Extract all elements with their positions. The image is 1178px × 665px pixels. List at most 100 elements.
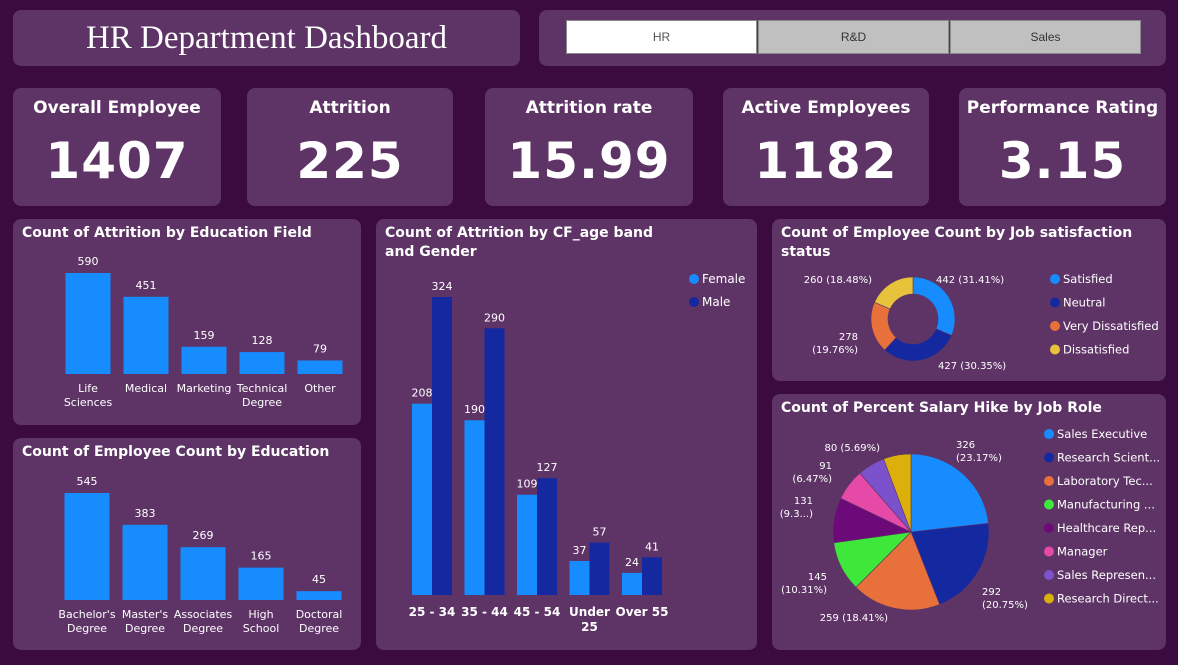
panel-salary-hike-job-role: Count of Percent Salary Hike by Job Role… <box>772 394 1166 650</box>
slice <box>884 328 953 362</box>
legend-marker <box>1044 429 1054 439</box>
category-label: 35 - 44 <box>461 605 508 619</box>
data-label: 451 <box>136 279 157 292</box>
legend-label: Dissatisfied <box>1063 343 1129 357</box>
kpi-performance-rating: Performance Rating 3.15 <box>959 88 1166 206</box>
bar <box>123 296 169 374</box>
data-label: 131 (9.3...) <box>780 496 813 520</box>
bar <box>65 273 111 374</box>
legend-marker <box>1050 297 1060 308</box>
panel-title: Count of Employee Count by Job satisfact… <box>781 225 1133 260</box>
data-label: 292 (20.75%) <box>982 587 1028 611</box>
bar-female <box>517 494 537 595</box>
legend-label: Neutral <box>1063 296 1105 310</box>
legend-marker <box>689 297 699 307</box>
bar-female <box>569 560 590 595</box>
legend-marker <box>1050 321 1060 331</box>
salary-hike-job-role-chart: 326 (23.17%) Sales Executive 292 (20.75%) Res… <box>780 427 1160 624</box>
kpi-value: 1407 <box>45 132 189 190</box>
kpi-label: Attrition rate <box>525 98 653 118</box>
kpi-label: Overall Employee <box>33 98 201 118</box>
category-label: Bachelor's Degree <box>58 608 115 635</box>
bar <box>239 352 285 374</box>
slice <box>910 453 989 533</box>
legend-marker <box>1050 344 1060 355</box>
slice <box>883 453 912 533</box>
data-label: 442 (31.41%) <box>936 275 1004 286</box>
category-label: 45 - 54 <box>514 605 561 619</box>
bar-female <box>622 572 642 595</box>
category-label: Over 55 <box>616 605 669 619</box>
data-label: 57 <box>593 526 607 539</box>
data-label: 109 <box>517 478 538 491</box>
kpi-attrition-rate: Attrition rate 15.99 <box>485 88 693 206</box>
legend-label: Manufacturing ... <box>1057 498 1155 512</box>
slice <box>874 276 914 310</box>
kpi-active-employees: Active Employees 1182 <box>723 88 929 206</box>
kpi-attrition: Attrition 225 <box>247 88 453 206</box>
legend-marker <box>1044 476 1054 486</box>
category-label: 25 - 34 <box>409 605 456 619</box>
panel-title: Count of Employee Count by Education <box>22 444 330 460</box>
legend-label: Very Dissatisfied <box>1063 319 1159 333</box>
panel-job-satisfaction: Count of Employee Count by Job satisfact… <box>772 219 1166 381</box>
panel-title: Count of Attrition by CF_age band and Ge… <box>385 225 654 260</box>
legend-label: Sales Executive <box>1057 427 1147 441</box>
bar-male <box>589 542 610 595</box>
bar-male <box>537 478 557 595</box>
bar <box>296 591 342 600</box>
data-label: 383 <box>135 507 156 520</box>
category-label: Under 25 <box>569 605 610 634</box>
panel-title: Count of Percent Salary Hike by Job Role <box>781 400 1102 416</box>
attrition-age-gender-chart: 208 324 25 - 34 190 290 35 - 44 109 127 45 - 54 3… <box>409 272 746 634</box>
kpi-label: Attrition <box>309 98 391 118</box>
data-label: 128 <box>252 334 273 347</box>
legend-label: Satisfied <box>1063 272 1113 286</box>
data-label: 145 (10.31%) <box>781 572 827 596</box>
panel-attrition-age-gender: Count of Attrition by CF_age band and Ge… <box>376 219 757 650</box>
data-label: 159 <box>194 329 215 342</box>
category-label: Medical <box>125 382 167 395</box>
panel-employee-education: Count of Employee Count by Education 545… <box>13 438 361 650</box>
bar <box>297 360 343 374</box>
data-label: 127 <box>537 461 558 474</box>
tab-sales[interactable]: Sales <box>950 20 1141 54</box>
category-label: Doctoral Degree <box>296 608 343 635</box>
data-label: 427 (30.35%) <box>938 361 1006 372</box>
tab-hr[interactable]: HR <box>566 20 757 54</box>
bar-female <box>412 403 432 595</box>
category-label: Other <box>304 382 336 395</box>
slice <box>910 522 990 605</box>
tab-rnd[interactable]: R&D <box>758 20 949 54</box>
data-label: 41 <box>645 540 659 553</box>
data-label: 290 <box>484 311 505 324</box>
bar <box>122 524 168 600</box>
bar-male <box>432 297 452 595</box>
data-label: 80 (5.69%) <box>825 443 881 454</box>
category-label: High School <box>243 608 280 635</box>
bar <box>181 346 227 374</box>
attrition-education-field-chart: 590 Life Sciences 451 Medical 159 Marketing 128… <box>64 255 343 409</box>
data-label: 79 <box>313 342 327 355</box>
kpi-value: 15.99 <box>507 132 671 190</box>
category-label: Marketing <box>177 382 232 395</box>
kpi-value: 225 <box>296 132 404 190</box>
legend-marker <box>1044 546 1054 557</box>
bar-male <box>642 557 662 595</box>
panel-title: Count of Attrition by Education Field <box>22 225 312 241</box>
data-label: 260 (18.48%) <box>804 275 872 286</box>
legend-marker <box>1044 570 1054 580</box>
category-label: Life Sciences <box>64 382 113 409</box>
legend-marker <box>1044 452 1054 463</box>
data-label: 24 <box>625 556 639 569</box>
data-label: 190 <box>464 403 485 416</box>
bar-female <box>464 420 485 595</box>
legend-label: Manager <box>1057 545 1108 559</box>
legend-label: Healthcare Rep... <box>1057 521 1156 535</box>
legend-label: Research Scient... <box>1057 451 1160 465</box>
data-label: 91 (6.47%) <box>792 461 832 485</box>
legend-marker <box>689 274 699 284</box>
legend-label: Female <box>702 272 745 286</box>
legend-marker <box>1044 523 1054 533</box>
kpi-value: 3.15 <box>998 132 1127 190</box>
